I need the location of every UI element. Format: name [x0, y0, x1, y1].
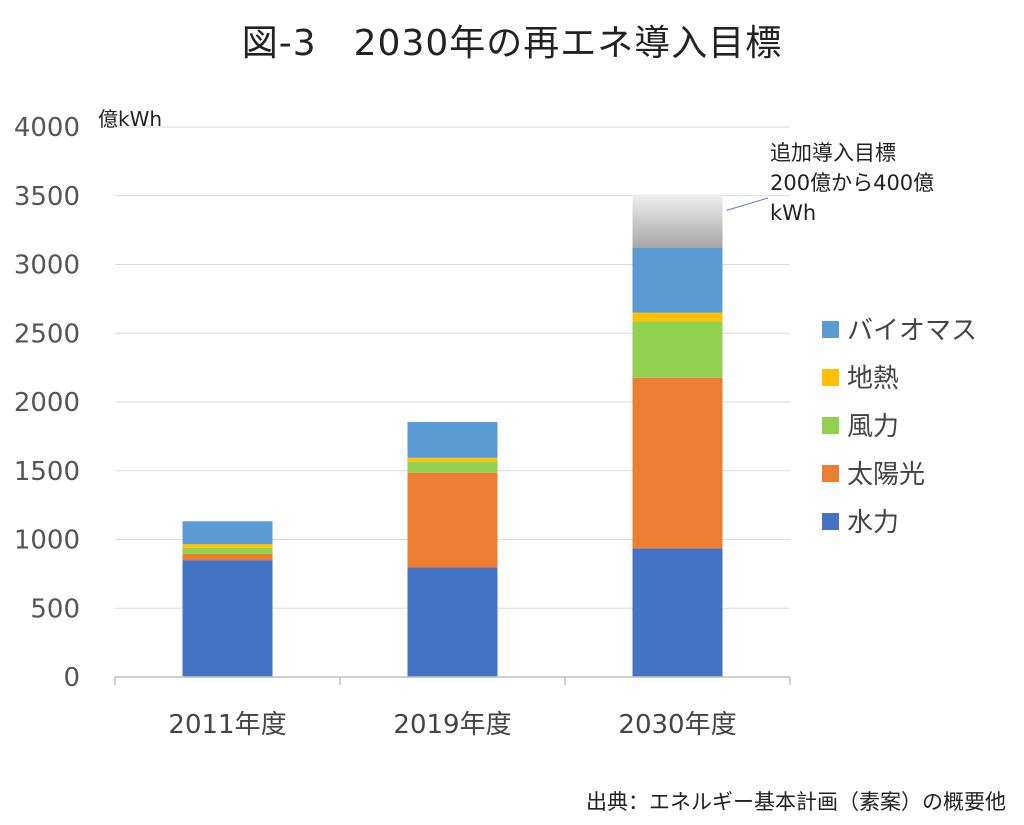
axes: [114, 676, 791, 685]
chart-title: 図-3 2030年の再エネ導入目標: [241, 23, 783, 64]
source-note: 出典：エネルギー基本計画（素案）の概要他: [586, 790, 1006, 814]
bar-segment: [407, 567, 498, 677]
y-tick-label: 1500: [14, 457, 80, 487]
axis-labels: 0 500 1000 1500 2000 2500 3000 3500 4000 億kWh 2011…: [14, 107, 737, 740]
bar-segment: [182, 560, 273, 677]
bar-segment: [182, 544, 273, 548]
legend-label: 風力: [847, 412, 899, 442]
legend-swatch: [822, 417, 839, 434]
y-tick-label: 500: [30, 594, 80, 624]
bar-segment: [632, 312, 723, 322]
additional-target-segment: [632, 194, 723, 248]
y-tick-label: 4000: [14, 113, 80, 143]
legend-swatch: [822, 321, 839, 338]
bar-segment: [407, 461, 498, 473]
bar-segment: [407, 422, 498, 458]
annotation: 追加導入目標 200億から400億 kWh: [726, 141, 934, 225]
bar-segment: [632, 548, 723, 677]
legend-label: 太陽光: [847, 460, 925, 490]
x-category-label: 2019年度: [393, 710, 511, 740]
bar-segment: [182, 547, 273, 554]
annotation-text: 追加導入目標: [770, 141, 896, 165]
bar-segment: [407, 472, 498, 568]
annotation-text: 200億から400億: [770, 171, 934, 195]
y-tick-label: 0: [63, 663, 80, 693]
legend-swatch: [822, 513, 839, 530]
annotation-text: kWh: [770, 201, 816, 225]
legend-label: バイオマス: [847, 316, 977, 346]
annotation-leader-line: [726, 197, 769, 211]
legend-swatch: [822, 465, 839, 482]
bar-segment: [182, 521, 273, 545]
y-axis-unit-label: 億kWh: [98, 107, 162, 131]
bar-segment: [632, 321, 723, 378]
x-category-label: 2030年度: [618, 710, 736, 740]
bar-segment: [182, 553, 273, 561]
bar-segment: [407, 457, 498, 462]
y-tick-label: 2000: [14, 388, 80, 418]
bar-segment: [632, 248, 723, 313]
bar-segment: [632, 377, 723, 549]
legend-label: 地熱: [847, 364, 899, 394]
bars: [182, 194, 723, 677]
y-tick-label: 3000: [14, 251, 80, 281]
y-tick-label: 1000: [14, 526, 80, 556]
legend-label: 水力: [847, 508, 899, 538]
x-category-label: 2011年度: [168, 710, 286, 740]
legend-swatch: [822, 369, 839, 386]
y-tick-label: 2500: [14, 319, 80, 349]
y-tick-label: 3500: [14, 182, 80, 212]
